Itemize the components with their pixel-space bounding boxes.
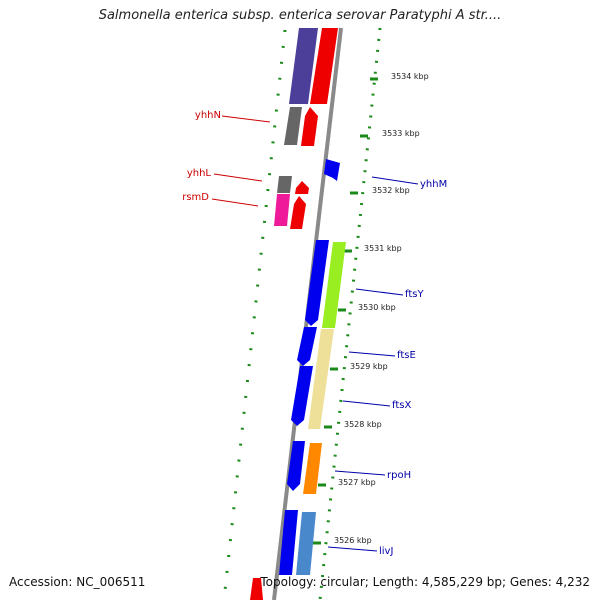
scale-ticks: 3534 kbp 3533 kbp 3532 kbp 3531 kbp 3530 kbp… — [313, 72, 429, 545]
gene-label-leader-line — [221, 115, 271, 123]
scale-tick-label: 3528 kbp — [344, 420, 382, 429]
genome-summary-text: Topology: circular; Length: 4,585,229 bp… — [260, 575, 590, 589]
cds-block-red[interactable] — [295, 181, 309, 194]
gene-label-livj[interactable]: livJ — [379, 546, 393, 557]
cds-block-blue[interactable] — [324, 159, 340, 181]
inner-ring-dots — [222, 29, 287, 600]
gene-label-layer: yhhN yhhL rsmD yhhM ftsY ftsE ftsX rpoH livJ — [182, 110, 447, 557]
gene-label-leader-line — [213, 173, 263, 182]
gene-label-rsmd[interactable]: rsmD — [182, 192, 209, 203]
cds-block-red[interactable] — [301, 107, 318, 146]
cog-block-purple[interactable] — [289, 28, 318, 104]
cds-block-blue[interactable] — [279, 510, 298, 575]
cds-block-blue[interactable] — [305, 240, 329, 326]
accession-text: Accession: NC_006511 — [9, 575, 146, 589]
gene-label-ftse[interactable]: ftsE — [397, 350, 416, 361]
gene-label-leader-line — [327, 546, 378, 552]
gene-label-ftsx[interactable]: ftsX — [392, 400, 411, 411]
gene-label-leader-line — [355, 288, 404, 296]
outer-ring-dots — [318, 27, 382, 600]
gene-label-ftsy[interactable]: ftsY — [405, 289, 424, 300]
cog-block-gray[interactable] — [277, 176, 292, 193]
gene-label-leader-line — [342, 400, 391, 407]
inner-ring — [222, 29, 287, 600]
gene-label-rpoh[interactable]: rpoH — [387, 470, 411, 481]
scale-tick-label: 3527 kbp — [338, 478, 376, 487]
gene-label-yhhl[interactable]: yhhL — [187, 168, 212, 179]
scale-tick-label: 3526 kbp — [334, 536, 372, 545]
gene-blocks — [250, 28, 346, 600]
scale-tick-label: 3532 kbp — [372, 186, 410, 195]
cds-block-red[interactable] — [310, 28, 338, 104]
cog-block-gray[interactable] — [284, 107, 302, 145]
scale-tick-label: 3531 kbp — [364, 244, 402, 253]
gene-label-leader-line — [371, 176, 419, 185]
gene-label-leader-line — [211, 198, 259, 207]
cds-block-red[interactable] — [290, 196, 306, 229]
cog-block-green[interactable] — [322, 242, 346, 328]
map-title: Salmonella enterica subsp. enterica sero… — [98, 8, 502, 23]
cog-block-yellow[interactable] — [308, 329, 334, 429]
gene-label-leader-line — [348, 351, 396, 357]
gene-label-yhhm[interactable]: yhhM — [420, 179, 447, 190]
scale-tick-label: 3530 kbp — [358, 303, 396, 312]
cds-block-blue[interactable] — [287, 441, 305, 491]
scale-tick-label: 3534 kbp — [391, 72, 429, 81]
outer-ring — [318, 27, 382, 600]
gene-label-leader-line — [334, 470, 386, 476]
gene-label-yhhn[interactable]: yhhN — [195, 110, 221, 121]
cog-block-pink[interactable] — [274, 194, 290, 226]
cds-block-blue[interactable] — [291, 366, 313, 426]
cds-block-blue[interactable] — [297, 327, 317, 366]
scale-tick-label: 3529 kbp — [350, 362, 388, 371]
cds-block-red[interactable] — [250, 578, 263, 600]
scale-tick-label: 3533 kbp — [382, 129, 420, 138]
cog-block-orange[interactable] — [303, 443, 322, 494]
cog-block-steelblue[interactable] — [296, 512, 316, 575]
